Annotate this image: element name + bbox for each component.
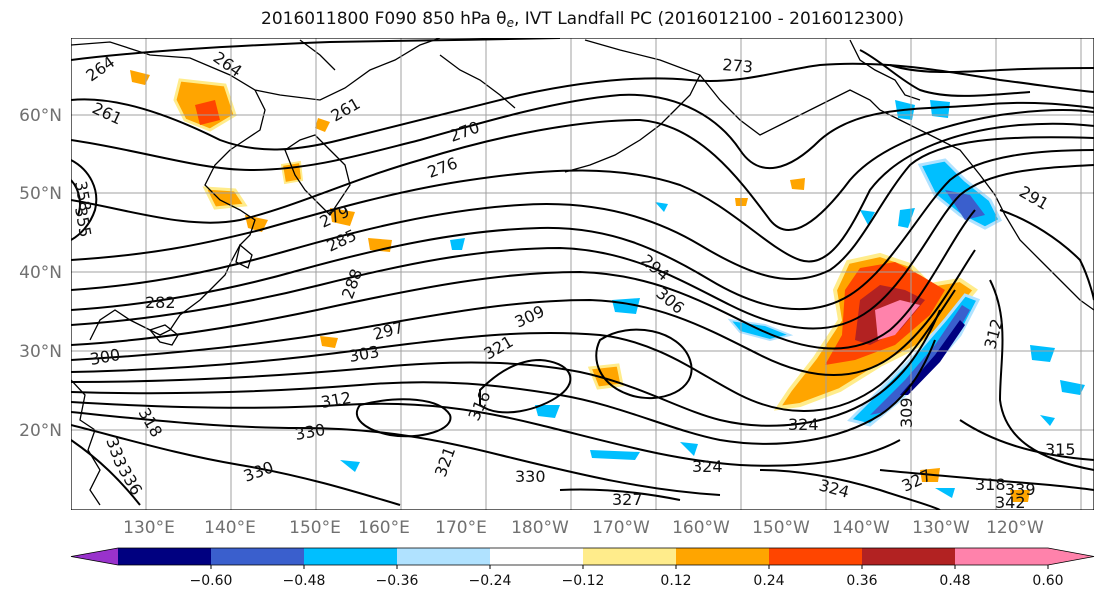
colorbar-tick-label: −0.12 — [562, 573, 605, 589]
lon-label: 140°E — [204, 518, 256, 538]
colorbar-tick-label: −0.24 — [469, 573, 512, 589]
lon-label: 140°W — [832, 518, 890, 538]
colorbar-segment — [583, 548, 677, 565]
map-title: 2016011800 F090 850 hPa θe, IVT Landfall… — [261, 9, 904, 30]
longitude-labels: 130°E 140°E 150°E 160°E 170°E 180°W 170°… — [123, 518, 1044, 538]
colorbar-tick-label: 0.36 — [846, 573, 877, 589]
lon-label: 130°E — [123, 518, 175, 538]
colorbar-segment — [676, 548, 770, 565]
colorbar-segment — [304, 548, 398, 565]
contour-label: 273 — [722, 55, 754, 77]
colorbar-extend-max — [1048, 548, 1094, 565]
lat-label: 40°N — [19, 263, 62, 283]
contour-label: 324 — [692, 457, 723, 476]
lon-label: 150°W — [752, 518, 810, 538]
contour-label: 330 — [515, 467, 546, 486]
contour-label: 315 — [1045, 440, 1076, 459]
colorbar-tick-label: −0.60 — [190, 573, 233, 589]
colorbar-tick-label: −0.36 — [376, 573, 419, 589]
colorbar-tick-label: 0.60 — [1032, 573, 1063, 589]
contour-label: 318 — [975, 475, 1006, 494]
colorbar-segment — [490, 548, 584, 565]
colorbar-segment — [397, 548, 491, 565]
lon-label: 130°W — [912, 518, 970, 538]
lon-label: 160°W — [672, 518, 730, 538]
theta-e-contours — [71, 38, 1094, 510]
colorbar-outline — [70, 547, 1095, 566]
colorbar-tick-label: 0.12 — [660, 573, 691, 589]
colorbar-segment — [955, 548, 1049, 565]
lon-label: 170°E — [435, 518, 487, 538]
colorbar-segment — [862, 548, 956, 565]
map-panel: 264 264 261 261 270 276 273 279 285 288 … — [71, 38, 1094, 512]
contour-label: 342 — [995, 493, 1026, 512]
colorbar-segment — [211, 548, 305, 565]
lat-label: 30°N — [19, 342, 62, 362]
colorbar-segment — [118, 548, 212, 565]
lon-label: 150°E — [289, 518, 341, 538]
colorbar-tick-label: 0.48 — [939, 573, 970, 589]
lat-label: 20°N — [19, 421, 62, 441]
lon-label: 170°W — [592, 518, 650, 538]
contour-label: 327 — [612, 490, 643, 509]
colorbar-tick-labels: −0.60 −0.48 −0.36 −0.24 −0.12 0.12 0.24 0.36 0.4… — [190, 565, 1064, 589]
lon-label: 180°W — [511, 518, 569, 538]
lon-label: 160°E — [358, 518, 410, 538]
colorbar-tick-label: 0.24 — [753, 573, 784, 589]
contour-label: 282 — [145, 293, 176, 312]
gridlines — [71, 38, 1094, 510]
lat-label: 60°N — [19, 106, 62, 126]
colorbar-tick-label: −0.48 — [283, 573, 326, 589]
contour-label: 309 — [897, 397, 916, 428]
lat-label: 50°N — [19, 184, 62, 204]
colorbar — [70, 547, 1095, 566]
colorbar-extend-min — [71, 548, 118, 565]
contour-label: 339 — [1005, 480, 1036, 499]
lon-label: 120°W — [986, 518, 1044, 538]
contour-label: 324 — [788, 415, 819, 434]
latitude-labels: 60°N 50°N 40°N 30°N 20°N — [19, 106, 62, 441]
colorbar-segment — [769, 548, 863, 565]
